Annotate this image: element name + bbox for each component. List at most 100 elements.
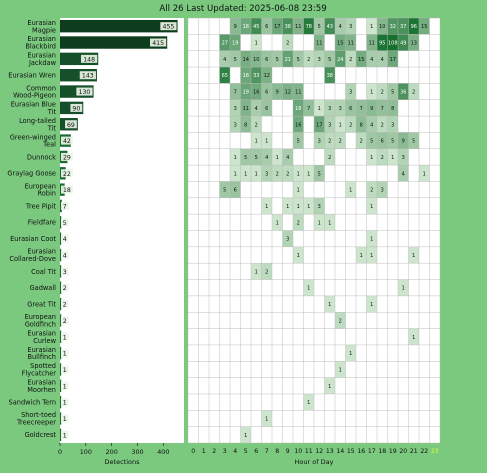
species-label: European Robin (25, 182, 56, 197)
bar-value-badge (61, 267, 69, 276)
heatmap-cell-value: 6 (381, 139, 384, 145)
heatmap-cell-value: 1 (328, 384, 331, 390)
heatmap-cell (345, 116, 356, 133)
heatmap-cell (230, 50, 241, 68)
heatmap-cell-value: 10 (253, 57, 259, 63)
heatmap-cell-value: 18 (243, 73, 249, 79)
heatmap-cell-value: 2 (412, 90, 415, 96)
heatmap-cell-value: 36 (400, 90, 406, 96)
heatmap-cell (345, 99, 356, 117)
heatmap-cell (366, 181, 377, 198)
heatmap-cell-value: 65 (222, 73, 228, 79)
heatmap-cell (345, 181, 356, 198)
heatmap-cell-value: 27 (222, 41, 228, 47)
heatmap-cell-value: 17 (316, 122, 322, 128)
species-label: Fieldfare (28, 219, 56, 227)
heatmap-cell-value: 17 (274, 24, 280, 30)
heatmap-cell-value: 4 (265, 155, 268, 161)
heatmap-cell (324, 99, 335, 117)
bar-value-label: 415 (152, 40, 164, 47)
hour-tick-label: 6 (254, 448, 258, 455)
heatmap-cell-value: 11 (295, 90, 301, 96)
bar-x-tick-label: 100 (80, 448, 92, 456)
heatmap-cell (324, 148, 335, 166)
heatmap-cell (303, 99, 314, 117)
hour-tick-label: 14 (336, 448, 344, 455)
heatmap-cell-value: 1 (412, 335, 415, 341)
heatmap-cell-value: 96 (411, 24, 417, 30)
heatmap-cell (240, 67, 251, 84)
heatmap-cell (398, 83, 409, 100)
hour-tick-label: 7 (265, 448, 269, 455)
heatmap-cell (324, 18, 335, 35)
heatmap-cell (219, 67, 230, 84)
heatmap-cell-value: 12 (285, 90, 291, 96)
heatmap-cell (293, 132, 304, 149)
bar-value-label: 1 (63, 432, 67, 439)
bar-x-tick-label: 400 (157, 448, 169, 456)
bar (60, 363, 62, 376)
heatmap-cell (293, 83, 304, 100)
bar-value-badge (76, 87, 93, 96)
heatmap-cell (219, 50, 230, 68)
hour-tick-label: 3 (223, 448, 227, 455)
heatmap-cell (335, 50, 346, 68)
heatmap-cell (408, 246, 419, 264)
heatmap-cell (366, 295, 377, 313)
bar-value-label: 2 (63, 318, 67, 325)
bar-value-label: 2 (63, 302, 67, 309)
heatmap-cell-value: 7 (307, 106, 310, 112)
bar (60, 281, 62, 294)
bar-value-badge (61, 152, 73, 161)
heatmap-cell-value: 11 (243, 106, 249, 112)
heatmap-cell-value: 5 (318, 24, 321, 30)
bar-value-label: 143 (82, 73, 94, 80)
heatmap-cell (324, 295, 335, 313)
heatmap-cell (251, 50, 262, 68)
heatmap-cell (261, 263, 272, 280)
heatmap-cell (324, 377, 335, 394)
heatmap-cell-value: 1 (234, 155, 237, 161)
species-label: Eurasian Wren (8, 72, 56, 80)
heatmap-cell (240, 426, 251, 443)
heatmap-cell (324, 132, 335, 149)
heatmap-cell (282, 197, 293, 215)
heatmap-cell-value: 5 (255, 155, 258, 161)
bar-value-label: 1 (63, 416, 67, 423)
hour-tick-label: 11 (305, 448, 313, 455)
heatmap-cell (293, 165, 304, 182)
bar-value-label: 2 (63, 285, 67, 292)
heatmap-cell-value: 3 (328, 106, 331, 112)
heatmap-cell (324, 116, 335, 133)
bar-x-axis-label: Detections (105, 458, 141, 466)
heatmap-cell-value: 3 (381, 188, 384, 194)
heatmap-cell (230, 181, 241, 198)
heatmap-cell (398, 165, 409, 182)
heatmap-cell-value: 6 (265, 24, 268, 30)
bar-value-label: 29 (63, 154, 71, 161)
heatmap-cell (251, 83, 262, 100)
heatmap-cell-value: 14 (243, 57, 249, 63)
hour-tick-label: 1 (202, 448, 206, 455)
heatmap-cell (366, 50, 377, 68)
heatmap-cell-value: 3 (349, 90, 352, 96)
heatmap-cell-value: 1 (255, 171, 258, 177)
heatmap-cell (293, 18, 304, 35)
bar-x-tick-label: 200 (106, 448, 118, 456)
species-label: Eurasian Collared-Dove (9, 248, 56, 263)
heatmap-cell-value: 3 (402, 155, 405, 161)
bar-value-badge (61, 430, 69, 439)
hour-tick-label: 12 (315, 448, 323, 455)
hour-tick-label: 0 (191, 448, 195, 455)
hour-tick-label: 15 (347, 448, 355, 455)
heatmap-cell (377, 148, 388, 166)
bar (60, 232, 62, 245)
heatmap-cell (230, 148, 241, 166)
bar-value-badge (61, 381, 69, 390)
bar-value-label: 7 (63, 203, 67, 210)
heatmap-cell (408, 83, 419, 100)
heatmap-cell (345, 18, 356, 35)
bar-value-badge (61, 398, 69, 407)
heatmap-cell (366, 132, 377, 149)
